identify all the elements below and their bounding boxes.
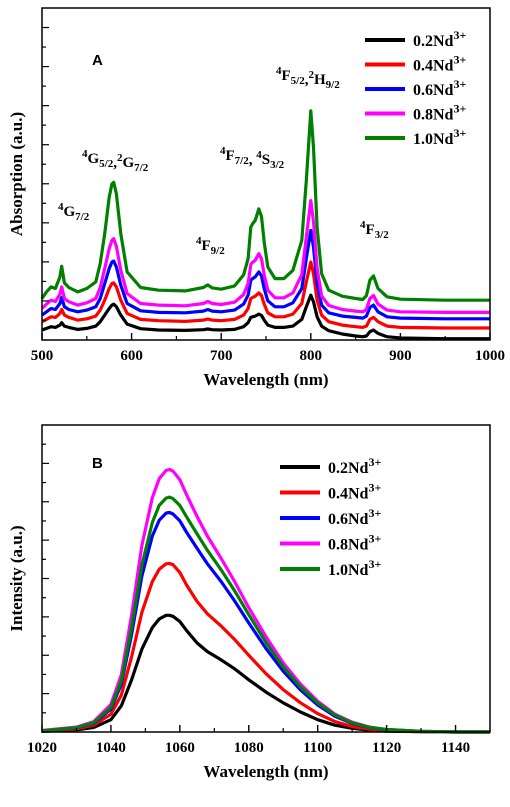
legend-label: 0.2Nd3+ bbox=[328, 455, 381, 477]
legend-label: 0.8Nd3+ bbox=[413, 102, 466, 124]
peak-annotation: 4G7/2 bbox=[58, 201, 90, 223]
x-tick-label: 800 bbox=[300, 348, 323, 364]
x-tick-label: 500 bbox=[31, 348, 54, 364]
peak-annotation: 4G5/2,2G7/2 bbox=[82, 148, 149, 174]
panel-b: 1020 1040 1060 1080 1100 1120 1140 Wavelength (… bbox=[7, 424, 491, 781]
legend-label: 0.8Nd3+ bbox=[328, 532, 381, 554]
peak-annotation: 4F9/2 bbox=[196, 235, 225, 257]
y-axis-title: Absorption (a.u.) bbox=[7, 112, 26, 236]
legend: 0.2Nd3+ 0.4Nd3+0.6Nd3+ 0.8Nd3+1.0Nd3+ bbox=[365, 28, 466, 148]
series-line-1 bbox=[41, 293, 490, 341]
x-tick-label: 1020 bbox=[27, 740, 57, 756]
x-axis-title: Wavelength (nm) bbox=[203, 762, 328, 781]
panel-a: 500 600 700 800 900 1000 Wavelength (nm) Absorp… bbox=[7, 7, 505, 389]
legend-label: 0.2Nd3+ bbox=[413, 28, 466, 50]
plot-frame bbox=[41, 424, 491, 733]
x-tick-label: 700 bbox=[210, 348, 233, 364]
x-tick-label: 1080 bbox=[234, 740, 264, 756]
legend-label: 0.6Nd3+ bbox=[413, 77, 466, 99]
peak-annotation: 4F7/2, 4S3/2 bbox=[220, 145, 285, 171]
legend-label: 0.4Nd3+ bbox=[328, 481, 381, 503]
legend: 0.2Nd3+ 0.4Nd3+ 0.6Nd3+ 0.8Nd3+ 1.0Nd3+ bbox=[280, 455, 381, 579]
legend-label: 1.0Nd3+ bbox=[328, 557, 381, 579]
x-tick-label: 1060 bbox=[165, 740, 195, 756]
x-tick-label: 1040 bbox=[96, 740, 126, 756]
series-line-5 bbox=[41, 495, 490, 734]
x-tick-label: 1100 bbox=[303, 740, 332, 756]
series-line-2 bbox=[41, 260, 490, 330]
series-line-3 bbox=[41, 228, 490, 321]
x-tick-label: 1000 bbox=[475, 348, 505, 364]
legend-label: 1.0Nd3+ bbox=[413, 126, 466, 148]
peak-annotation: 4F3/2 bbox=[360, 219, 389, 241]
series-line-4 bbox=[40, 199, 490, 314]
legend-label: 0.4Nd3+ bbox=[413, 53, 466, 75]
x-tick-label: 1120 bbox=[372, 740, 401, 756]
series-line-5 bbox=[40, 109, 490, 302]
x-tick-label: 1140 bbox=[441, 740, 470, 756]
panel-letter: B bbox=[92, 455, 103, 472]
y-axis-title: Intensity (a.u.) bbox=[7, 525, 26, 631]
series-line-3 bbox=[41, 510, 490, 734]
legend-label: 0.6Nd3+ bbox=[328, 506, 381, 528]
peak-annotation: 4F5/2,2H9/2 bbox=[276, 65, 340, 91]
series-line-1 bbox=[41, 613, 490, 734]
x-tick-label: 900 bbox=[389, 348, 412, 364]
panel-letter: A bbox=[92, 52, 103, 69]
x-tick-label: 600 bbox=[120, 348, 143, 364]
x-axis-title: Wavelength (nm) bbox=[203, 370, 328, 389]
series-line-2 bbox=[41, 561, 490, 734]
